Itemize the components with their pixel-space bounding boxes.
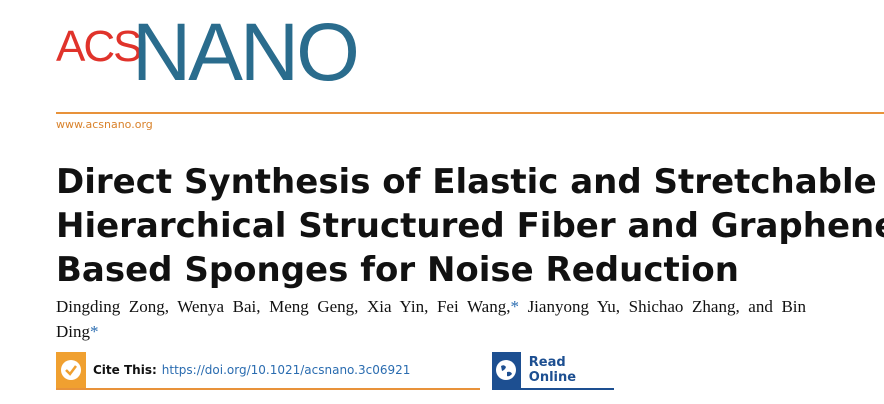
corresponding-mark[interactable]: *	[510, 297, 519, 316]
journal-url[interactable]: www.acsnano.org	[56, 118, 153, 131]
article-title: Direct Synthesis of Elastic and Stretcha…	[56, 160, 884, 292]
cite-icon	[56, 352, 86, 388]
logo-nano: NANO	[132, 7, 360, 98]
cite-bar: Cite This: https://doi.org/10.1021/acsna…	[56, 352, 480, 390]
check-icon	[61, 360, 81, 380]
doi-link[interactable]: https://doi.org/10.1021/acsnano.3c06921	[161, 363, 411, 377]
author-list: Dingding Zong, Wenya Bai, Meng Geng, Xia…	[56, 294, 806, 344]
title-line: Hierarchical Structured Fiber and Graphe…	[56, 206, 884, 246]
title-line: Direct Synthesis of Elastic and Stretcha…	[56, 162, 877, 202]
globe	[496, 360, 517, 380]
globe-icon	[492, 352, 521, 388]
header-rule	[56, 112, 884, 114]
authors: Jianyong Yu, Shichao Zhang, and Bin Ding	[56, 297, 807, 341]
title-line: Based Sponges for Noise Reduction	[56, 250, 739, 290]
read-online[interactable]: Read Online	[492, 352, 614, 390]
read-online-label[interactable]: Read Online	[528, 355, 577, 385]
corresponding-mark[interactable]: *	[90, 322, 99, 341]
cite-label: Cite This:	[93, 363, 157, 377]
logo-acs: ACS	[56, 22, 142, 71]
authors: Dingding Zong, Wenya Bai, Meng Geng, Xia…	[56, 297, 511, 316]
